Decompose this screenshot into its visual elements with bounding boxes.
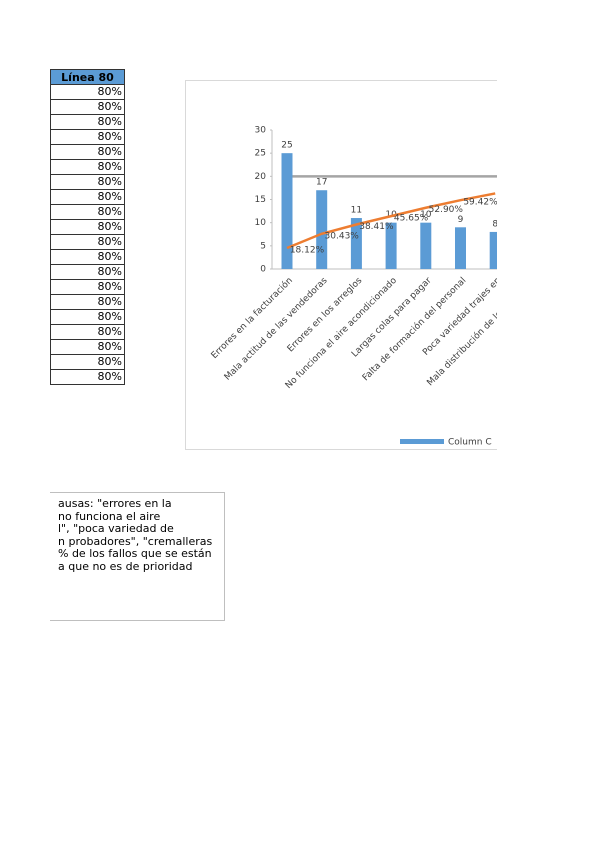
table-row: 80% xyxy=(50,279,125,295)
table-cell: 80% xyxy=(50,234,125,250)
y-tick-label: 20 xyxy=(255,172,267,182)
table-cell: 80% xyxy=(50,189,125,205)
chart-frame: 0 5 10 15 20 25 30 Errores en la facturación Mal… xyxy=(185,80,497,450)
line xyxy=(286,192,496,250)
table-cell: 80% xyxy=(50,99,125,115)
table-row: 80% xyxy=(50,309,125,325)
y-tick-label: 30 xyxy=(255,126,267,136)
table-row: 80% xyxy=(50,144,125,160)
table-cell: 80% xyxy=(50,324,125,340)
table-row: 80% xyxy=(50,99,125,115)
data-table: Línea 80 80% 80% 80% 80% 80% 80% 80% 80% 80% 80% 8… xyxy=(50,69,125,385)
table-cell: 80% xyxy=(50,279,125,295)
data-label: 18.12% xyxy=(290,246,325,256)
data-label: 59.42% xyxy=(463,198,497,208)
data-label: 17 xyxy=(316,178,327,188)
table-row: 80% xyxy=(50,219,125,235)
y-tick-label: 25 xyxy=(255,149,266,159)
table-cell: 80% xyxy=(50,159,125,175)
table-cell: 80% xyxy=(50,354,125,370)
data-label: 25 xyxy=(281,141,292,151)
table-cell: 80% xyxy=(50,309,125,325)
bar xyxy=(281,153,293,269)
table-row: 80% xyxy=(50,159,125,175)
table-row: 80% xyxy=(50,204,125,220)
y-tick-label: 5 xyxy=(260,241,266,251)
legend-label: Column C xyxy=(448,438,492,448)
table-cell: 80% xyxy=(50,144,125,160)
table-row: 80% xyxy=(50,264,125,280)
y-tick-label: 0 xyxy=(260,265,266,275)
y-tick-label: 10 xyxy=(255,218,267,228)
column-header: Línea 80 xyxy=(50,69,125,85)
table-cell: 80% xyxy=(50,204,125,220)
y-tick-label: 15 xyxy=(255,195,266,205)
data-label: 45.65% xyxy=(394,214,429,224)
text-line: % de los fallos que se están xyxy=(58,547,212,560)
table-row: 80% xyxy=(50,174,125,190)
table-cell: 80% xyxy=(50,219,125,235)
table-row: 80% xyxy=(50,114,125,130)
bar xyxy=(455,227,466,269)
table-row: 80% xyxy=(50,369,125,385)
text-line: no funciona el aire xyxy=(58,509,161,523)
legend-swatch xyxy=(400,439,444,444)
table-row: 80% xyxy=(50,354,125,370)
data-label: 38.41% xyxy=(359,222,394,232)
text-line: l", "poca variedad de xyxy=(58,522,174,535)
table-cell: 80% xyxy=(50,84,125,100)
data-label: 10 xyxy=(420,210,432,220)
bar xyxy=(420,222,432,269)
bar xyxy=(489,231,497,269)
table-row: 80% xyxy=(50,324,125,340)
table-cell: 80% xyxy=(50,129,125,145)
text-line: a que no es de prioridad xyxy=(58,559,193,573)
table-cell: 80% xyxy=(50,264,125,280)
table-row: 80% xyxy=(50,84,125,100)
table-cell: 80% xyxy=(50,249,125,265)
table-row: 80% xyxy=(50,129,125,145)
bar xyxy=(385,222,397,269)
table-cell: 80% xyxy=(50,174,125,190)
table-row: 80% xyxy=(50,234,125,250)
data-label: 30.43% xyxy=(325,231,360,241)
data-label: 11 xyxy=(351,206,362,216)
text-box: ausas: "errores en la no funciona el aire… xyxy=(50,492,225,621)
table-cell: 80% xyxy=(50,294,125,310)
data-label: 52.90% xyxy=(429,205,464,215)
bar xyxy=(316,190,328,269)
table-cell: 80% xyxy=(50,114,125,130)
text-line: n probadores", "cremalleras xyxy=(58,534,213,548)
data-label: 9 xyxy=(458,215,464,225)
table-row: 80% xyxy=(50,189,125,205)
data-label: 8 xyxy=(492,219,497,229)
table-row: 80% xyxy=(50,294,125,310)
table-row: 80% xyxy=(50,249,125,265)
table-row: 80% xyxy=(50,339,125,355)
table-cell: 80% xyxy=(50,369,125,385)
table-cell: 80% xyxy=(50,339,125,355)
bar xyxy=(350,218,362,269)
text-line: ausas: "errores en la xyxy=(58,497,172,510)
